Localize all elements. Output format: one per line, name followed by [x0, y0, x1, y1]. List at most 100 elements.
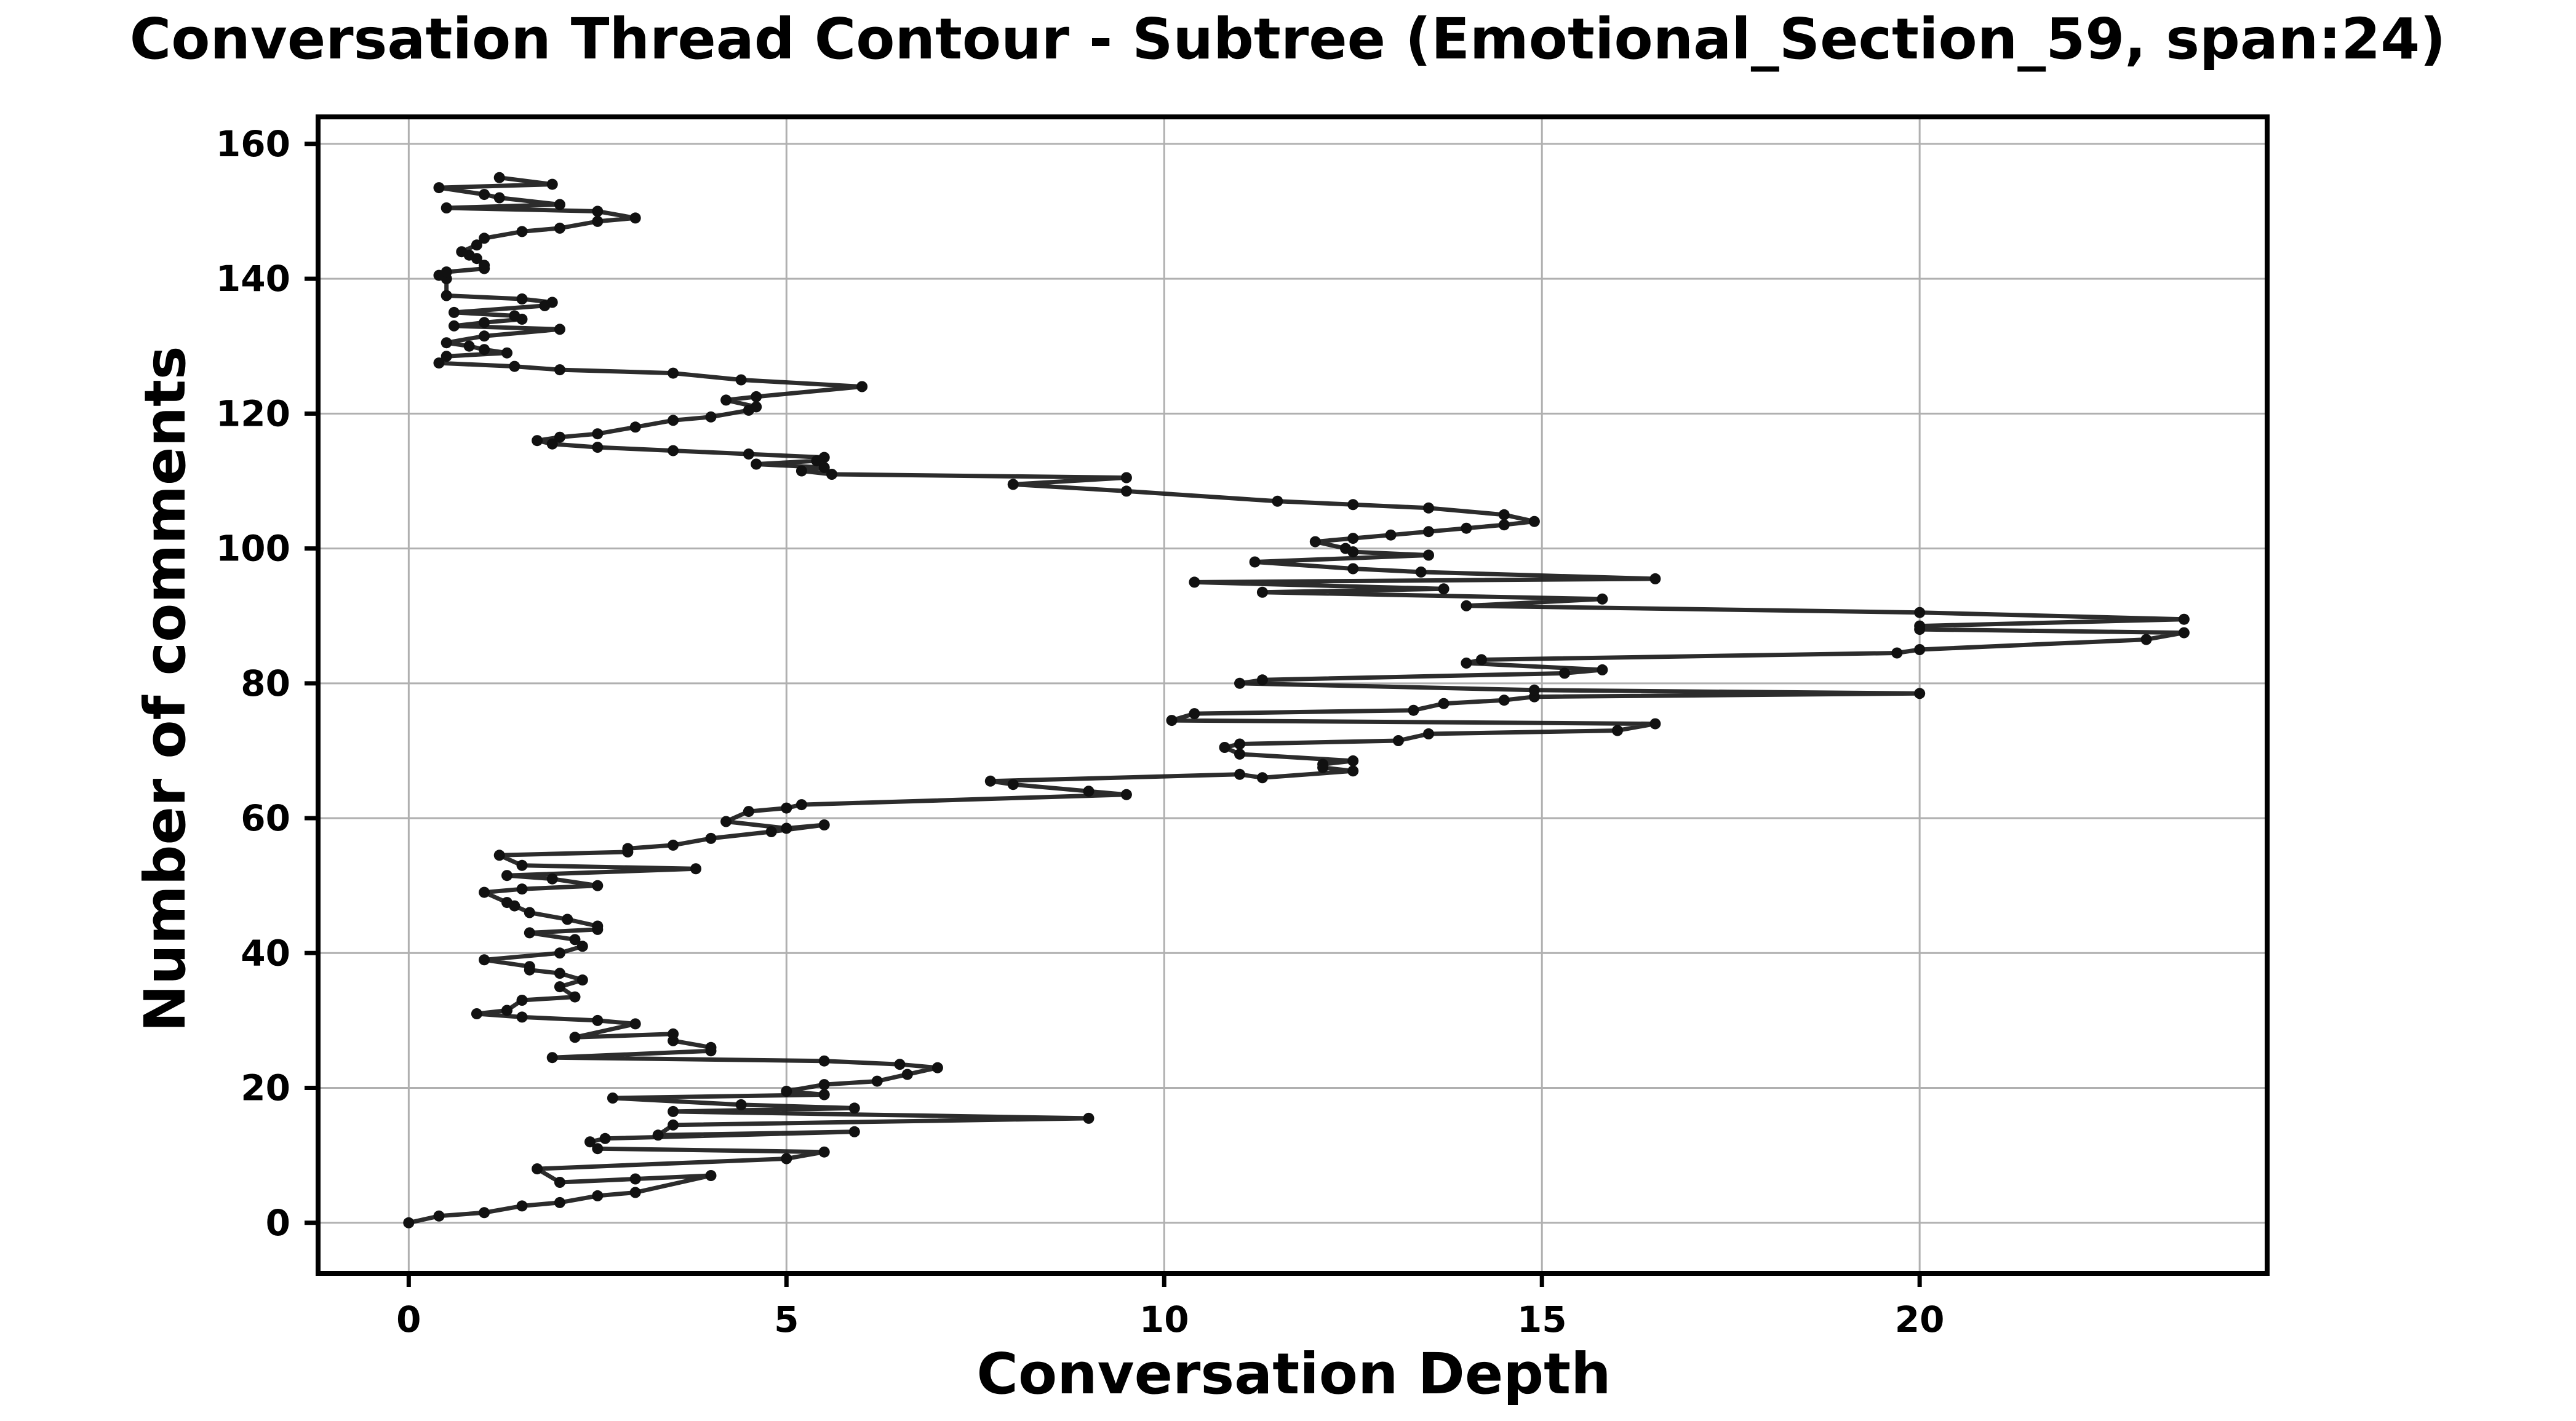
- data-point: [1007, 779, 1019, 790]
- data-point: [607, 1093, 618, 1104]
- data-point: [1120, 485, 1132, 497]
- data-point: [1083, 786, 1095, 797]
- data-point: [1914, 688, 1926, 699]
- data-point: [441, 351, 452, 362]
- data-point: [433, 1210, 445, 1222]
- data-point: [1189, 576, 1200, 588]
- data-point: [433, 357, 445, 369]
- data-point: [1891, 647, 1903, 659]
- data-point: [592, 215, 604, 227]
- data-point: [1528, 515, 1540, 527]
- data-point: [1914, 644, 1926, 655]
- data-point: [524, 927, 535, 939]
- data-point: [532, 435, 543, 447]
- data-point: [871, 1075, 883, 1087]
- data-point: [1476, 654, 1487, 666]
- data-point: [1219, 742, 1230, 753]
- data-point: [554, 431, 565, 443]
- data-point: [456, 246, 468, 258]
- data-point: [796, 465, 807, 477]
- data-point: [818, 1079, 830, 1091]
- data-point: [818, 819, 830, 830]
- series-line: [406, 175, 2187, 1225]
- data-point: [1007, 479, 1019, 490]
- data-point: [471, 1008, 482, 1019]
- x-tick-label: 15: [1517, 1299, 1567, 1340]
- y-tick-label: 80: [241, 663, 290, 704]
- data-point: [652, 1129, 664, 1141]
- data-point: [493, 192, 505, 204]
- data-point: [479, 317, 490, 328]
- data-point: [1597, 664, 1608, 675]
- data-point: [1392, 735, 1404, 746]
- data-point: [516, 293, 528, 304]
- data-point: [1408, 704, 1419, 716]
- data-point: [894, 1059, 906, 1070]
- data-point: [856, 381, 868, 392]
- data-point: [501, 347, 512, 359]
- data-point: [1528, 684, 1540, 696]
- data-point: [818, 1089, 830, 1101]
- data-point: [629, 1187, 641, 1198]
- data-point: [569, 1032, 581, 1043]
- data-point: [1234, 738, 1245, 750]
- x-tick-label: 10: [1139, 1299, 1189, 1340]
- data-point: [449, 306, 460, 318]
- data-point: [1249, 556, 1261, 568]
- data-point: [1317, 758, 1329, 770]
- data-point: [1649, 573, 1661, 584]
- data-point: [743, 806, 754, 818]
- data-point: [1272, 495, 1283, 507]
- data-point: [1423, 549, 1434, 561]
- data-point: [592, 880, 604, 891]
- data-point: [554, 968, 565, 979]
- y-axis-label: Number of comments: [132, 346, 198, 1032]
- data-point: [1234, 748, 1245, 760]
- data-point: [1423, 502, 1434, 514]
- data-point: [1256, 772, 1268, 784]
- data-point: [516, 1200, 528, 1212]
- data-point: [818, 462, 830, 473]
- data-point: [1415, 566, 1427, 578]
- data-point: [629, 1018, 641, 1030]
- data-point: [705, 832, 717, 844]
- data-point: [1120, 472, 1132, 484]
- data-point: [1461, 522, 1472, 534]
- data-point: [1347, 563, 1359, 575]
- data-point: [751, 401, 762, 413]
- data-point: [576, 974, 588, 986]
- data-point: [576, 941, 588, 952]
- data-point: [554, 1196, 565, 1208]
- data-point: [1423, 526, 1434, 538]
- data-point: [592, 920, 604, 932]
- data-point: [735, 374, 747, 386]
- data-point: [705, 1041, 717, 1053]
- data-point: [796, 799, 807, 811]
- data-point: [1234, 677, 1245, 689]
- data-point: [479, 1207, 490, 1219]
- data-point: [441, 290, 452, 301]
- data-point: [668, 367, 679, 379]
- data-point: [584, 1136, 596, 1148]
- data-point: [668, 445, 679, 456]
- data-point: [546, 873, 558, 885]
- data-point: [751, 458, 762, 470]
- data-point: [463, 340, 475, 352]
- data-point: [554, 324, 565, 335]
- data-point: [501, 870, 512, 882]
- x-axis-label: Conversation Depth: [976, 1341, 1611, 1407]
- data-point: [479, 330, 490, 342]
- plot-frame: [316, 114, 2270, 1276]
- data-point: [554, 222, 565, 234]
- data-point: [1120, 789, 1132, 800]
- data-point: [629, 421, 641, 433]
- data-point: [554, 1177, 565, 1188]
- data-point: [668, 415, 679, 426]
- data-point: [984, 775, 996, 787]
- data-point: [479, 344, 490, 356]
- data-point: [1083, 1112, 1095, 1124]
- data-point: [554, 981, 565, 993]
- data-point: [848, 1102, 860, 1114]
- data-point: [524, 907, 535, 918]
- y-tick-label: 40: [241, 932, 290, 974]
